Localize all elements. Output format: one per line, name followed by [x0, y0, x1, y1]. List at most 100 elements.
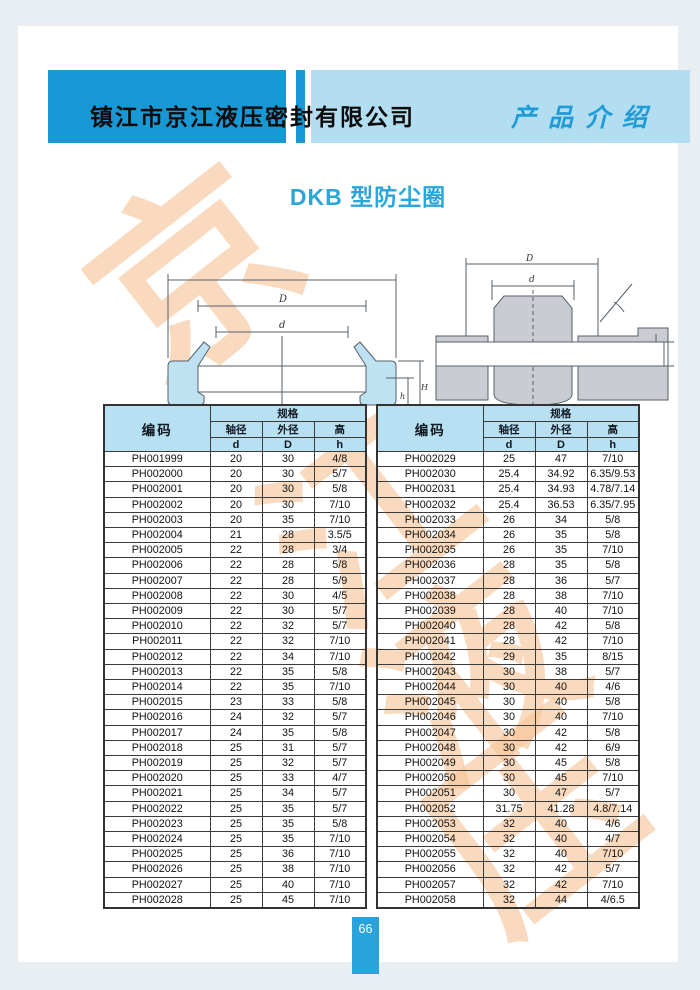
spec-value-cell: 36 — [534, 572, 588, 589]
spec-value-cell: 25 — [209, 770, 263, 787]
spec-value-cell: 45 — [534, 755, 588, 772]
table-row: PH002032 25.4 36.53 6.35/7.95 — [376, 496, 640, 513]
spec-value-cell: 40 — [534, 679, 588, 696]
spec-value-cell: 4/8 — [313, 450, 367, 468]
spec-value-cell: 34.92 — [534, 466, 588, 483]
part-code-cell: PH002003 — [103, 511, 211, 529]
spec-value-cell: 32 — [261, 633, 315, 650]
dim-label-d: d — [529, 275, 535, 285]
table-row: PH002048 30 42 6/9 — [376, 739, 640, 757]
spec-value-cell: 6.35/7.95 — [586, 496, 640, 513]
spec-value-cell: 45 — [534, 770, 588, 787]
table-row: PH002004 21 28 3.5/5 — [103, 527, 367, 544]
table-row: PH002011 22 32 7/10 — [103, 633, 367, 650]
part-code-cell: PH002039 — [376, 603, 484, 620]
table-row: PH002000 20 30 5/7 — [103, 466, 367, 483]
spec-value-cell: 45 — [261, 891, 315, 909]
table-row: PH002052 31.75 41.28 4.8/7.14 — [376, 800, 640, 817]
spec-value-cell: 34 — [261, 648, 315, 665]
spec-value-cell: 7/10 — [313, 891, 367, 909]
spec-value-cell: 5/7 — [313, 739, 367, 757]
part-code-cell: PH002021 — [103, 785, 211, 802]
part-code-cell: PH002033 — [376, 511, 484, 529]
spec-value-cell: 33 — [261, 694, 315, 711]
spec-value-cell: 7/10 — [586, 770, 640, 787]
spec-value-cell: 25 — [209, 815, 263, 833]
page-number-badge: 66 — [352, 917, 379, 974]
spec-value-cell: 7/10 — [586, 587, 640, 605]
spec-value-cell: 22 — [209, 572, 263, 589]
spec-value-cell: 25 — [209, 739, 263, 757]
spec-value-cell: 7/10 — [313, 511, 367, 529]
spec-value-cell: 5/8 — [586, 618, 640, 635]
spec-value-cell: 30 — [482, 679, 536, 696]
spec-value-cell: 30 — [482, 739, 536, 757]
spec-value-cell: 36 — [261, 846, 315, 863]
spec-value-cell: 35 — [261, 800, 315, 817]
spec-value-cell: 5/8 — [586, 511, 640, 529]
spec-value-cell: 26 — [482, 542, 536, 559]
part-code-cell: PH002013 — [103, 663, 211, 681]
table-row: PH002053 32 40 4/6 — [376, 815, 640, 833]
spec-value-cell: 31.75 — [482, 800, 536, 817]
dim-label-D: D — [278, 294, 287, 305]
col-header-d: d — [209, 437, 263, 452]
part-code-cell: PH002043 — [376, 663, 484, 681]
spec-value-cell: 24 — [209, 724, 263, 741]
spec-value-cell: 22 — [209, 587, 263, 605]
part-code-cell: PH002009 — [103, 603, 211, 620]
col-header-outer: 外径 — [261, 421, 315, 438]
spec-value-cell: 35 — [534, 557, 588, 574]
part-code-cell: PH002036 — [376, 557, 484, 574]
spec-value-cell: 33 — [261, 770, 315, 787]
spec-value-cell: 5/7 — [586, 861, 640, 878]
table-row: PH002047 30 42 5/8 — [376, 724, 640, 741]
spec-value-cell: 20 — [209, 481, 263, 498]
spec-value-cell: 5/8 — [313, 663, 367, 681]
spec-value-cell: 25 — [209, 876, 263, 893]
part-code-cell: PH002034 — [376, 527, 484, 544]
part-code-cell: PH002030 — [376, 466, 484, 483]
spec-value-cell: 40 — [534, 846, 588, 863]
table-row: PH002042 29 35 8/15 — [376, 648, 640, 665]
spec-value-cell: 5/8 — [586, 527, 640, 544]
part-code-cell: PH002053 — [376, 815, 484, 833]
spec-value-cell: 7/10 — [313, 831, 367, 848]
col-header-D: D — [534, 437, 588, 452]
part-code-cell: PH002005 — [103, 542, 211, 559]
spec-value-cell: 7/10 — [586, 603, 640, 620]
spec-value-cell: 30 — [261, 450, 315, 468]
table-row: PH002023 25 35 5/8 — [103, 815, 367, 833]
part-code-cell: PH002038 — [376, 587, 484, 605]
spec-value-cell: 44 — [534, 891, 588, 909]
part-code-cell: PH002023 — [103, 815, 211, 833]
table-row: PH002036 28 35 5/8 — [376, 557, 640, 574]
spec-value-cell: 4/7 — [313, 770, 367, 787]
table-row: PH002009 22 30 5/7 — [103, 603, 367, 620]
spec-value-cell: 32 — [482, 831, 536, 848]
spec-value-cell: 5/7 — [313, 709, 367, 726]
table-row: PH002039 28 40 7/10 — [376, 603, 640, 620]
spec-value-cell: 40 — [261, 876, 315, 893]
col-header-shaft: 轴径 — [209, 421, 263, 438]
spec-value-cell: 3.5/5 — [313, 527, 367, 544]
spec-value-cell: 5/8 — [313, 815, 367, 833]
spec-value-cell: 5/8 — [313, 694, 367, 711]
spec-value-cell: 24 — [209, 709, 263, 726]
part-code-cell: PH002008 — [103, 587, 211, 605]
part-code-cell: PH002024 — [103, 831, 211, 848]
table-row: PH002008 22 30 4/5 — [103, 587, 367, 605]
spec-value-cell: 4.78/7.14 — [586, 481, 640, 498]
table-row: PH002030 25.4 34.92 6.35/9.53 — [376, 466, 640, 483]
part-code-cell: PH002018 — [103, 739, 211, 757]
spec-value-cell: 35 — [534, 527, 588, 544]
table-row: PH001999 20 30 4/8 — [103, 450, 367, 468]
spec-value-cell: 7/10 — [586, 846, 640, 863]
table-row: PH002001 20 30 5/8 — [103, 481, 367, 498]
spec-value-cell: 7/10 — [586, 450, 640, 468]
spec-value-cell: 30 — [482, 663, 536, 681]
table-row: PH002058 32 44 4/6.5 — [376, 891, 640, 909]
part-code-cell: PH002054 — [376, 831, 484, 848]
spec-value-cell: 5/7 — [313, 618, 367, 635]
spec-value-cell: 28 — [482, 603, 536, 620]
